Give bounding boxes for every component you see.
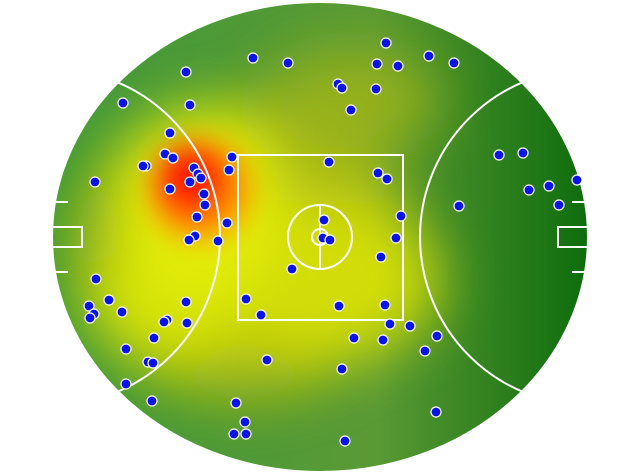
point [286, 263, 298, 275]
point [84, 312, 96, 324]
point [90, 273, 102, 285]
point [247, 52, 259, 64]
point [336, 82, 348, 94]
point [164, 127, 176, 139]
point [431, 330, 443, 342]
point [195, 172, 207, 184]
point [543, 180, 555, 192]
point [377, 334, 389, 346]
point [517, 147, 529, 159]
points [83, 37, 583, 447]
point [523, 184, 535, 196]
point [167, 152, 179, 164]
point [333, 300, 345, 312]
point [261, 354, 273, 366]
point [370, 83, 382, 95]
point [117, 97, 129, 109]
point [183, 234, 195, 246]
point [230, 397, 242, 409]
point [379, 299, 391, 311]
point [384, 318, 396, 330]
point [184, 176, 196, 188]
point [390, 232, 402, 244]
point [395, 210, 407, 222]
point [553, 199, 565, 211]
point [430, 406, 442, 418]
point [199, 199, 211, 211]
point [89, 176, 101, 188]
point [380, 37, 392, 49]
point [372, 167, 384, 179]
point [381, 173, 393, 185]
point [180, 66, 192, 78]
point [239, 416, 251, 428]
point [323, 156, 335, 168]
point [404, 320, 416, 332]
point [493, 149, 505, 161]
point [158, 316, 170, 328]
point [147, 357, 159, 369]
point [146, 395, 158, 407]
point [228, 428, 240, 440]
point [137, 160, 149, 172]
point [191, 211, 203, 223]
point [103, 294, 115, 306]
point [423, 50, 435, 62]
point [339, 435, 351, 447]
point [318, 214, 330, 226]
point [148, 332, 160, 344]
point [181, 317, 193, 329]
point [198, 188, 210, 200]
point [419, 345, 431, 357]
point [571, 174, 583, 186]
point [392, 60, 404, 72]
point [83, 300, 95, 312]
point [324, 234, 336, 246]
point [336, 363, 348, 375]
point [120, 343, 132, 355]
point [180, 296, 192, 308]
point [282, 57, 294, 69]
point [240, 428, 252, 440]
point [348, 332, 360, 344]
point [375, 251, 387, 263]
point [223, 164, 235, 176]
point [240, 293, 252, 305]
point [453, 200, 465, 212]
point [255, 309, 267, 321]
point [221, 217, 233, 229]
point [184, 99, 196, 111]
point [371, 58, 383, 70]
point [448, 57, 460, 69]
point [120, 378, 132, 390]
point [345, 104, 357, 116]
point [164, 183, 176, 195]
point [226, 151, 238, 163]
point [116, 306, 128, 318]
point [212, 235, 224, 247]
